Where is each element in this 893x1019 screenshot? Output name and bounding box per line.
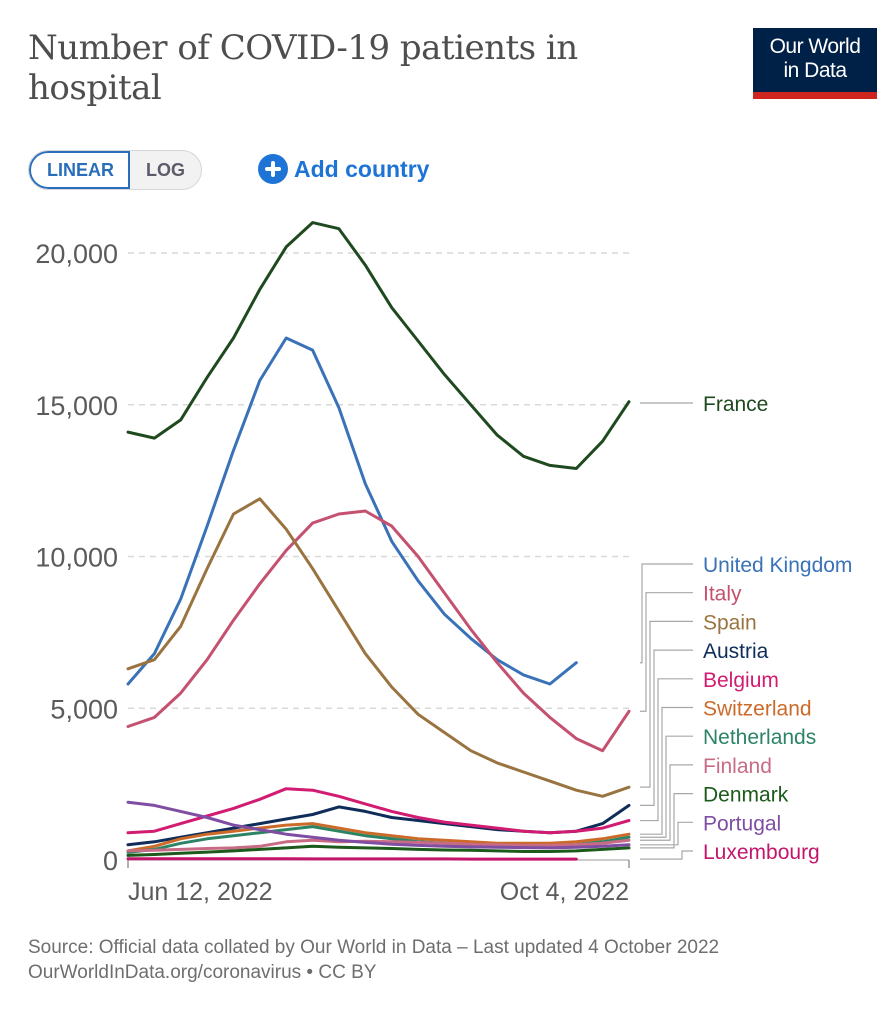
y-axis-ticks: 0 5,000 10,000 15,000 20,000: [35, 239, 118, 876]
series-label-switzerland: Switzerland: [703, 698, 812, 721]
connector-denmark: [640, 793, 693, 849]
y-tick-label: 20,000: [35, 239, 118, 269]
series-line-italy: [126, 509, 631, 753]
series-label-italy: Italy: [703, 583, 742, 606]
label-connectors: [640, 402, 693, 860]
series-line-finland: [126, 838, 631, 853]
y-tick-label: 15,000: [35, 391, 118, 421]
grid-lines: [128, 252, 629, 709]
series-label-belgium: Belgium: [703, 669, 779, 692]
series-label-austria: Austria: [703, 640, 769, 663]
logo-line-1: Our World: [769, 35, 861, 58]
linear-scale-button[interactable]: LINEAR: [29, 151, 130, 189]
series-label-france: France: [703, 393, 768, 416]
connector-netherlands: [640, 735, 693, 838]
connector-italy: [640, 592, 693, 712]
connector-portugal: [640, 821, 693, 846]
add-country-button[interactable]: Add country: [258, 152, 429, 186]
series-line-portugal: [126, 800, 631, 850]
series-line-united-kingdom: [126, 336, 578, 686]
series-label-denmark: Denmark: [703, 784, 789, 807]
owid-logo[interactable]: Our World in Data: [753, 28, 877, 99]
x-tick-label-end: Oct 4, 2022: [500, 878, 629, 906]
series-label-spain: Spain: [703, 611, 757, 634]
series-label-portugal: Portugal: [703, 812, 781, 835]
series-label-luxembourg: Luxembourg: [703, 841, 820, 864]
series-line-denmark: [126, 844, 631, 857]
connector-spain: [640, 620, 693, 788]
chart-title: Number of COVID-19 patients in hospital: [28, 28, 578, 108]
connector-finland: [640, 764, 693, 841]
scale-toggle: LINEAR LOG: [28, 150, 202, 190]
add-country-label: Add country: [294, 155, 430, 182]
chart-footer: Source: Official data collated by Our Wo…: [28, 935, 828, 985]
source-note: Source: Official data collated by Our Wo…: [28, 937, 720, 958]
connector-united-kingdom: [640, 563, 693, 664]
connector-belgium: [640, 678, 693, 822]
logo-red-bar: [753, 92, 877, 99]
series-line-belgium: [126, 787, 631, 835]
series-label-finland: Finland: [703, 755, 772, 778]
series-labels: France United Kingdom Italy Spain Austria Bel…: [703, 393, 852, 864]
y-tick-label: 5,000: [50, 694, 118, 724]
series-line-france: [126, 221, 631, 470]
y-tick-label: 10,000: [35, 543, 118, 573]
url-license: OurWorldInData.org/coronavirus • CC BY: [28, 962, 377, 983]
plus-circle-icon: [258, 154, 288, 184]
series-line-switzerland: [126, 822, 631, 853]
series-lines: [126, 221, 631, 861]
logo-line-2: in Data: [783, 59, 847, 82]
connector-luxembourg: [640, 850, 693, 860]
x-axis: Jun 12, 2022 Oct 4, 2022: [127, 859, 630, 906]
series-line-spain: [126, 497, 631, 798]
series-label-united-kingdom: United Kingdom: [703, 554, 852, 577]
line-chart: 0 5,000 10,000 15,000 20,000 Jun 12, 2022 Oct…: [35, 221, 852, 906]
y-tick-label: 0: [103, 846, 118, 876]
series-label-netherlands: Netherlands: [703, 726, 816, 749]
x-tick-label-start: Jun 12, 2022: [128, 878, 273, 906]
connector-switzerland: [640, 706, 693, 835]
log-scale-button[interactable]: LOG: [146, 160, 185, 180]
connector-austria: [640, 649, 693, 806]
